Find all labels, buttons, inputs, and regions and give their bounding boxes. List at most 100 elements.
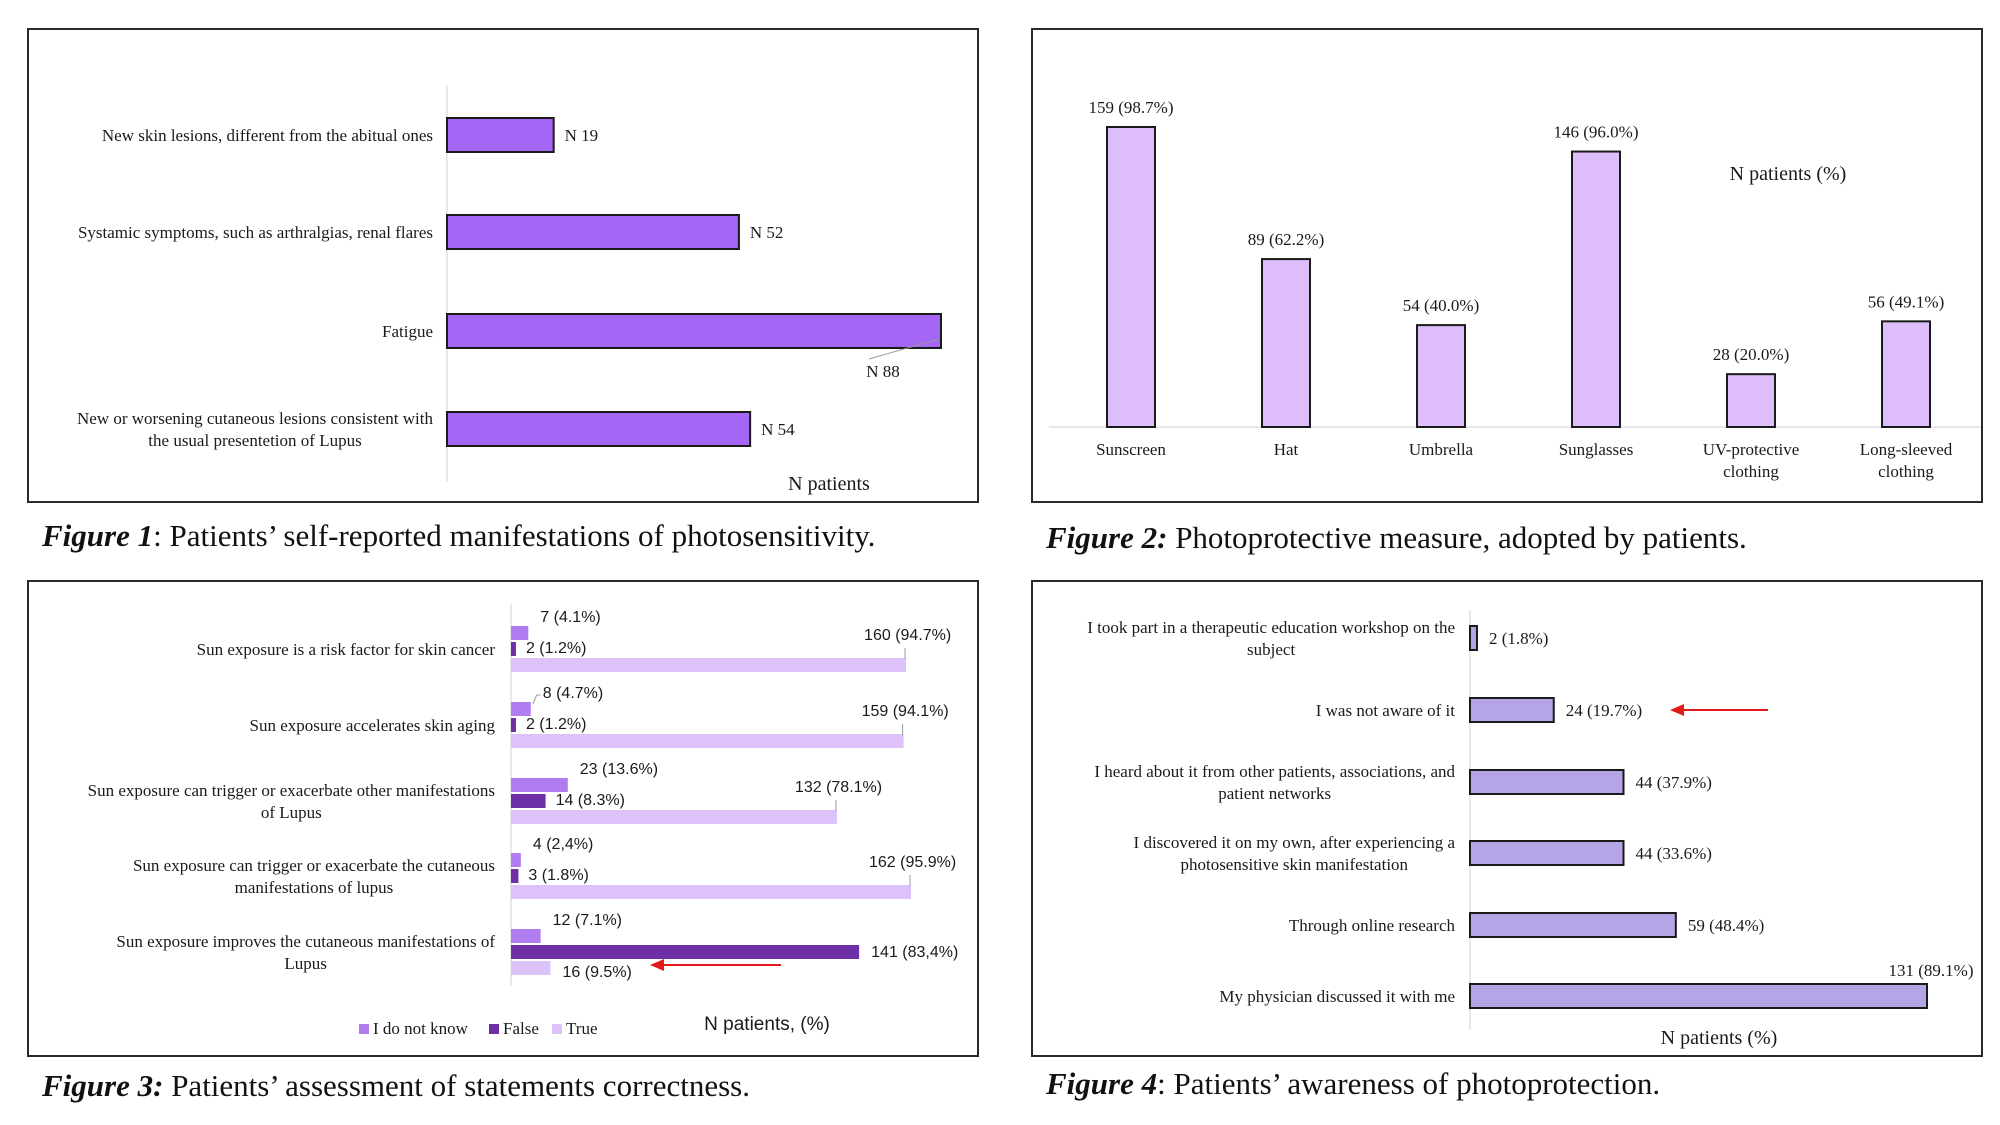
figure-4-chart: I took part in a therapeutic education w… [1087, 610, 1973, 1049]
y-axis-title: N patients (%) [1730, 163, 1847, 185]
data-label: 28 (20.0%) [1713, 345, 1789, 364]
figure-3-caption: Figure 3: Patients’ assessment of statem… [42, 1068, 750, 1104]
figure-2-panel: 159 (98.7%) Sunscreen 89 (62.2%) Hat 54 (40.… [1031, 28, 1983, 503]
legend-label: False [503, 1019, 539, 1038]
bar [446, 411, 752, 447]
data-label: 54 (40.0%) [1403, 296, 1479, 315]
bar [1469, 983, 1928, 1009]
category-label: I took part in a therapeutic education w… [1087, 618, 1455, 637]
x-axis-title: N patients (%) [1661, 1027, 1778, 1049]
data-label: 8 (4.7%) [543, 685, 603, 702]
bar [1469, 769, 1625, 795]
data-label: 2 (1.2%) [526, 716, 586, 733]
legend-swatch [489, 1024, 499, 1034]
figure-3-caption-text: Patients’ assessment of statements corre… [163, 1068, 750, 1103]
category-label: I discovered it on my own, after experie… [1134, 833, 1456, 852]
figure-2-caption-prefix: Figure 2: [1046, 520, 1168, 555]
category-label: the usual presentetion of Lupus [148, 431, 361, 450]
data-label: N 54 [761, 420, 795, 439]
figure-2-caption-text: Photoprotective measure, adopted by pati… [1167, 520, 1747, 555]
data-label: N 19 [565, 126, 599, 145]
category-label: patient networks [1218, 784, 1331, 803]
data-label: 159 (98.7%) [1089, 98, 1174, 117]
category-label: Sun exposure accelerates skin aging [250, 716, 496, 735]
data-label: N 52 [750, 223, 784, 242]
category-label: I was not aware of it [1316, 701, 1456, 720]
category-label: Long-sleeved [1860, 440, 1953, 459]
bar [511, 658, 907, 672]
annotation-arrow-head [1670, 704, 1684, 716]
bar [1881, 320, 1931, 429]
bar [511, 961, 551, 975]
bar [511, 853, 521, 867]
data-label: 7 (4.1%) [540, 609, 600, 626]
x-axis-title: N patients, (%) [704, 1014, 830, 1035]
bar [511, 929, 541, 943]
data-label: 59 (48.4%) [1688, 916, 1764, 935]
bar [446, 214, 740, 250]
data-label: 12 (7.1%) [553, 912, 622, 929]
data-label: 4 (2,4%) [533, 836, 593, 853]
legend-swatch [552, 1024, 562, 1034]
data-label: 2 (1.8%) [1489, 629, 1548, 648]
bar [511, 869, 519, 883]
data-label: 14 (8.3%) [556, 792, 625, 809]
data-label: 2 (1.2%) [526, 640, 586, 657]
figure-2-chart: 159 (98.7%) Sunscreen 89 (62.2%) Hat 54 (40.… [1049, 98, 1981, 481]
data-label: N 88 [866, 362, 900, 381]
bar [511, 794, 546, 808]
bar [511, 702, 531, 716]
figure-3-panel: Sun exposure is a risk factor for skin c… [27, 580, 979, 1057]
figure-4-panel: I took part in a therapeutic education w… [1031, 580, 1983, 1057]
data-label: 3 (1.8%) [528, 867, 588, 884]
category-label: Sun exposure is a risk factor for skin c… [197, 640, 496, 659]
x-axis-title: N patients [788, 473, 870, 495]
category-label: Umbrella [1409, 440, 1474, 459]
category-label: Sun exposure improves the cutaneous mani… [116, 932, 495, 951]
category-label: clothing [1723, 462, 1779, 481]
figure-1-panel: New skin lesions, different from the abi… [27, 28, 979, 503]
figure-4-caption-prefix: Figure 4 [1046, 1066, 1158, 1101]
data-label-leader [532, 694, 541, 705]
figure-1-caption: Figure 1: Patients’ self-reported manife… [42, 518, 875, 554]
category-label: Sun exposure can trigger or exacerbate o… [88, 781, 495, 800]
category-label: manifestations of lupus [235, 878, 394, 897]
bar [1261, 258, 1311, 428]
bar [1469, 840, 1625, 866]
legend-swatch [359, 1024, 369, 1034]
category-label: Sunscreen [1096, 440, 1166, 459]
data-label: 89 (62.2%) [1248, 230, 1324, 249]
category-label: Fatigue [382, 322, 433, 341]
figure-1-chart: New skin lesions, different from the abi… [77, 85, 942, 495]
figure-1-caption-prefix: Figure 1 [42, 518, 154, 553]
data-label: 141 (83,4%) [871, 944, 958, 961]
category-label: UV-protective [1703, 440, 1800, 459]
figure-4-caption-text: : Patients’ awareness of photoprotection… [1157, 1066, 1661, 1101]
figure-2-caption: Figure 2: Photoprotective measure, adopt… [1046, 520, 1747, 556]
bar [511, 642, 516, 656]
bar [446, 117, 555, 153]
data-label: 44 (37.9%) [1635, 773, 1711, 792]
category-label: New skin lesions, different from the abi… [102, 126, 433, 145]
data-label: 56 (49.1%) [1868, 292, 1944, 311]
category-label: Hat [1274, 440, 1299, 459]
bar [511, 734, 904, 748]
data-label: 132 (78.1%) [795, 779, 882, 796]
data-label: 23 (13.6%) [580, 761, 658, 778]
data-label: 162 (95.9%) [869, 854, 956, 871]
category-label: My physician discussed it with me [1219, 987, 1455, 1006]
data-label: 16 (9.5%) [563, 964, 632, 981]
category-label: clothing [1878, 462, 1934, 481]
bar [511, 778, 568, 792]
figure-1-caption-text: : Patients’ self-reported manifestations… [153, 518, 876, 553]
figure-3-chart: Sun exposure is a risk factor for skin c… [88, 604, 958, 1038]
bar [511, 945, 860, 959]
category-label: Through online research [1289, 916, 1456, 935]
category-label: photosensitive skin manifestation [1180, 855, 1408, 874]
bar [1726, 373, 1776, 428]
data-label-leader [868, 338, 940, 360]
data-label: 159 (94.1%) [862, 703, 949, 720]
category-label: Sunglasses [1559, 440, 1634, 459]
bar [511, 718, 516, 732]
data-label: 146 (96.0%) [1554, 123, 1639, 142]
